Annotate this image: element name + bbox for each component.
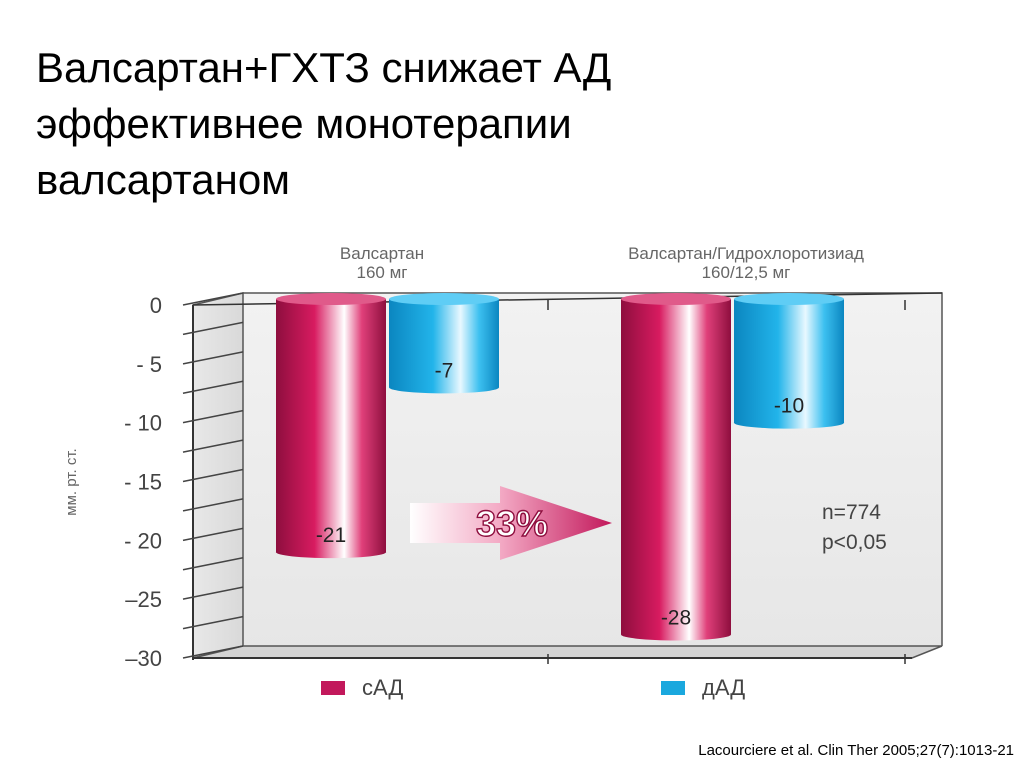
gridline xyxy=(182,409,244,424)
floor xyxy=(192,645,943,659)
y-tick-label: –25 xyxy=(125,587,162,612)
slide-title-line-3: валсартаном xyxy=(36,156,291,203)
gridline xyxy=(182,439,244,453)
bars: -21 -28 -7 -10 xyxy=(276,293,844,641)
category-label-2-line-2: 160/12,5 мг xyxy=(702,263,791,282)
bar-bottom xyxy=(734,416,844,429)
citation: Lacourciere et al. Clin Ther 2005;27(7):… xyxy=(698,742,1014,759)
arrow-percent-label: 33% xyxy=(476,503,548,544)
gridline xyxy=(182,557,244,571)
gridline xyxy=(182,321,244,336)
bar-bottom xyxy=(276,546,386,559)
bar-body xyxy=(389,299,499,388)
gridline xyxy=(182,292,244,306)
gridline xyxy=(182,645,244,659)
category-label-2-line-1: Валсартан/Гидрохлоротизиад xyxy=(628,244,864,263)
slide-title-line-2: эффективнее монотерапии xyxy=(36,100,572,147)
category-label-1-line-1: Валсартан xyxy=(340,244,424,263)
gridline xyxy=(182,615,244,630)
bar-сАД-2: -28 xyxy=(621,293,731,641)
legend-swatch-dad xyxy=(661,681,685,695)
y-tick-label: - 10 xyxy=(124,411,162,436)
legend-label-dad: дАД xyxy=(702,675,745,700)
stats-p: p<0,05 xyxy=(822,531,887,554)
stats-annotation: n=774 p<0,05 xyxy=(822,501,887,554)
slide-title: Валсартан+ГХТЗ снижает АД эффективнее мо… xyxy=(36,40,756,208)
legend-label-sad: сАД xyxy=(362,675,403,700)
stats-n: n=774 xyxy=(822,501,881,524)
bar-value-label-dad: -10 xyxy=(774,395,804,418)
bar-сАД-1: -21 xyxy=(276,293,386,559)
bar-body xyxy=(276,299,386,553)
gridline xyxy=(182,351,244,365)
bar-value-label-sad: -28 xyxy=(661,606,691,629)
bar-top xyxy=(276,293,386,305)
gridline xyxy=(182,380,244,394)
y-axis: 0 - 5 - 10 - 15 - 20 –25 –30 xyxy=(124,293,162,671)
bar-value-label-sad: -21 xyxy=(316,524,346,547)
bar-bottom xyxy=(389,381,499,394)
legend-swatch-sad xyxy=(321,681,345,695)
bar-body xyxy=(621,299,731,635)
gridline xyxy=(182,527,244,542)
y-tick-label: - 5 xyxy=(136,352,162,377)
y-tick-label: 0 xyxy=(150,293,162,318)
category-label-1-line-2: 160 мг xyxy=(357,263,408,282)
gridline xyxy=(182,586,244,600)
legend: сАД дАД xyxy=(321,675,745,700)
gridline xyxy=(182,468,244,483)
side-wall xyxy=(192,292,244,659)
bar-top xyxy=(734,293,844,305)
bar-body xyxy=(734,299,844,423)
bar-дАД-1: -7 xyxy=(389,293,499,394)
y-tick-label: - 15 xyxy=(124,470,162,495)
y-tick-label: –30 xyxy=(125,646,162,671)
gridlines xyxy=(182,292,244,659)
bar-дАД-2: -10 xyxy=(734,293,844,429)
bar-value-label-dad: -7 xyxy=(435,359,454,382)
bar-top xyxy=(621,293,731,305)
bar-bottom xyxy=(621,628,731,641)
increase-arrow: 33% xyxy=(410,486,612,560)
y-tick-label: - 20 xyxy=(124,528,162,553)
category-labels: Валсартан 160 мг Валсартан/Гидрохлоротиз… xyxy=(340,244,864,282)
gridline xyxy=(182,498,244,512)
y-axis-label: мм. рт. ст. xyxy=(63,448,80,515)
arrow-shape xyxy=(410,486,612,560)
bar-top xyxy=(389,293,499,305)
slide-title-line-1: Валсартан+ГХТЗ снижает АД xyxy=(36,44,612,91)
